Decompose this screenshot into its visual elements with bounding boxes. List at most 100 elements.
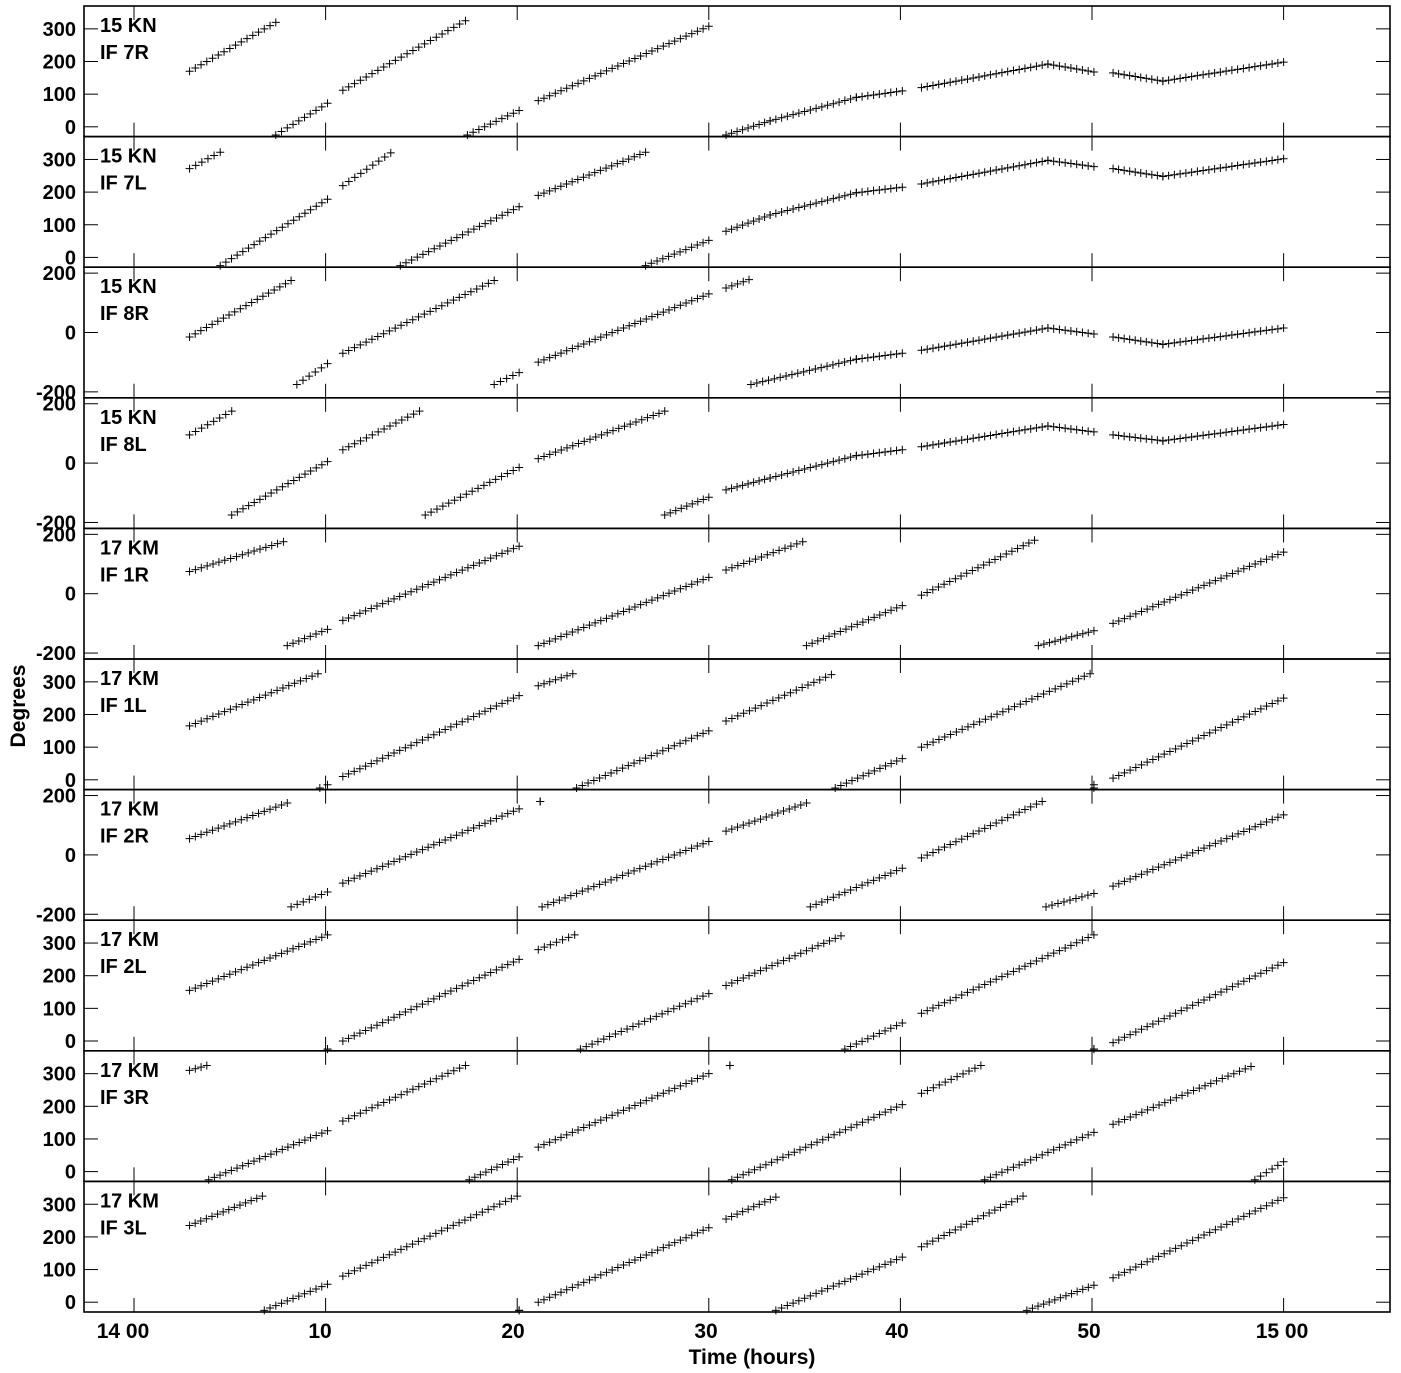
data-point <box>875 448 884 457</box>
data-point <box>475 558 484 567</box>
data-point <box>1022 697 1031 706</box>
data-point <box>687 296 696 305</box>
data-point <box>693 294 702 303</box>
data-point <box>755 120 764 129</box>
data-point <box>418 250 427 259</box>
data-point <box>379 1253 388 1262</box>
x-tick-label-20: 20 <box>501 1320 524 1343</box>
data-point <box>271 130 280 139</box>
data-point <box>414 1237 423 1246</box>
data-point <box>619 607 628 616</box>
data-point <box>1200 581 1209 590</box>
data-point <box>798 537 807 546</box>
data-point <box>635 864 644 873</box>
data-point <box>1007 1197 1016 1206</box>
data-point <box>601 771 610 780</box>
data-point <box>306 632 315 641</box>
data-point <box>1131 168 1140 177</box>
data-point <box>219 314 228 323</box>
data-point <box>653 1091 662 1100</box>
data-point <box>858 450 867 459</box>
data-point <box>840 888 849 897</box>
data-point <box>1034 1302 1043 1311</box>
data-point <box>1003 428 1012 437</box>
data-point <box>441 239 450 248</box>
data-point <box>1268 156 1277 165</box>
data-point <box>1039 689 1048 698</box>
data-point <box>424 580 433 589</box>
data-point <box>1049 61 1058 70</box>
data-point <box>596 166 605 175</box>
data-point <box>463 826 472 835</box>
data-point <box>260 1306 269 1315</box>
data-point <box>739 1170 748 1179</box>
data-point <box>373 1256 382 1265</box>
data-point <box>934 845 943 854</box>
data-point <box>355 871 364 880</box>
data-point <box>969 170 978 179</box>
x-tick-label-30: 30 <box>694 1320 717 1343</box>
data-point <box>362 165 371 174</box>
data-point <box>794 203 803 212</box>
data-point <box>591 1273 600 1282</box>
data-point <box>1072 65 1081 74</box>
data-point <box>892 446 901 455</box>
data-point <box>386 421 395 430</box>
data-point <box>492 1163 501 1172</box>
data-point <box>1078 1133 1087 1142</box>
data-point <box>603 428 612 437</box>
data-point <box>244 244 253 253</box>
data-point <box>267 489 276 498</box>
panel-baseline-label: 17 KM <box>100 1190 159 1212</box>
data-point <box>255 693 264 702</box>
data-point <box>1057 682 1066 691</box>
data-point <box>722 981 731 990</box>
data-point <box>1176 434 1185 443</box>
data-point <box>508 371 517 380</box>
data-point <box>1143 605 1152 614</box>
data-point <box>562 630 571 639</box>
data-point <box>1049 949 1058 958</box>
data-point <box>946 174 955 183</box>
data-point <box>255 1154 264 1163</box>
data-point <box>619 1106 628 1115</box>
data-point <box>813 636 822 645</box>
data-point <box>1009 330 1018 339</box>
data-point <box>846 356 855 365</box>
data-point <box>628 1022 637 1031</box>
data-point <box>344 177 353 186</box>
data-point <box>220 972 229 981</box>
data-point <box>962 569 971 578</box>
data-point <box>1120 768 1129 777</box>
data-point <box>951 340 960 349</box>
data-point <box>372 602 381 611</box>
data-point <box>1022 1306 1031 1315</box>
data-point <box>778 1153 787 1162</box>
data-point <box>881 447 890 456</box>
data-point <box>1149 1103 1158 1112</box>
data-point <box>986 821 995 830</box>
data-point <box>799 367 808 376</box>
data-point <box>574 342 583 351</box>
data-point <box>278 1145 287 1154</box>
data-point <box>968 1217 977 1226</box>
data-point <box>1125 432 1134 441</box>
data-point <box>934 582 943 591</box>
data-point <box>412 1002 421 1011</box>
data-point <box>1251 707 1260 716</box>
data-point <box>641 261 650 270</box>
data-point <box>1051 637 1060 646</box>
data-point <box>1229 1069 1238 1078</box>
data-point <box>475 709 484 718</box>
data-point <box>418 1000 427 1009</box>
data-point <box>312 463 321 472</box>
data-point <box>1222 1220 1231 1229</box>
data-point <box>593 1037 602 1046</box>
data-point <box>344 82 353 91</box>
data-point <box>338 181 347 190</box>
data-point <box>738 221 747 230</box>
data-point <box>992 1170 1001 1179</box>
data-point <box>875 352 884 361</box>
